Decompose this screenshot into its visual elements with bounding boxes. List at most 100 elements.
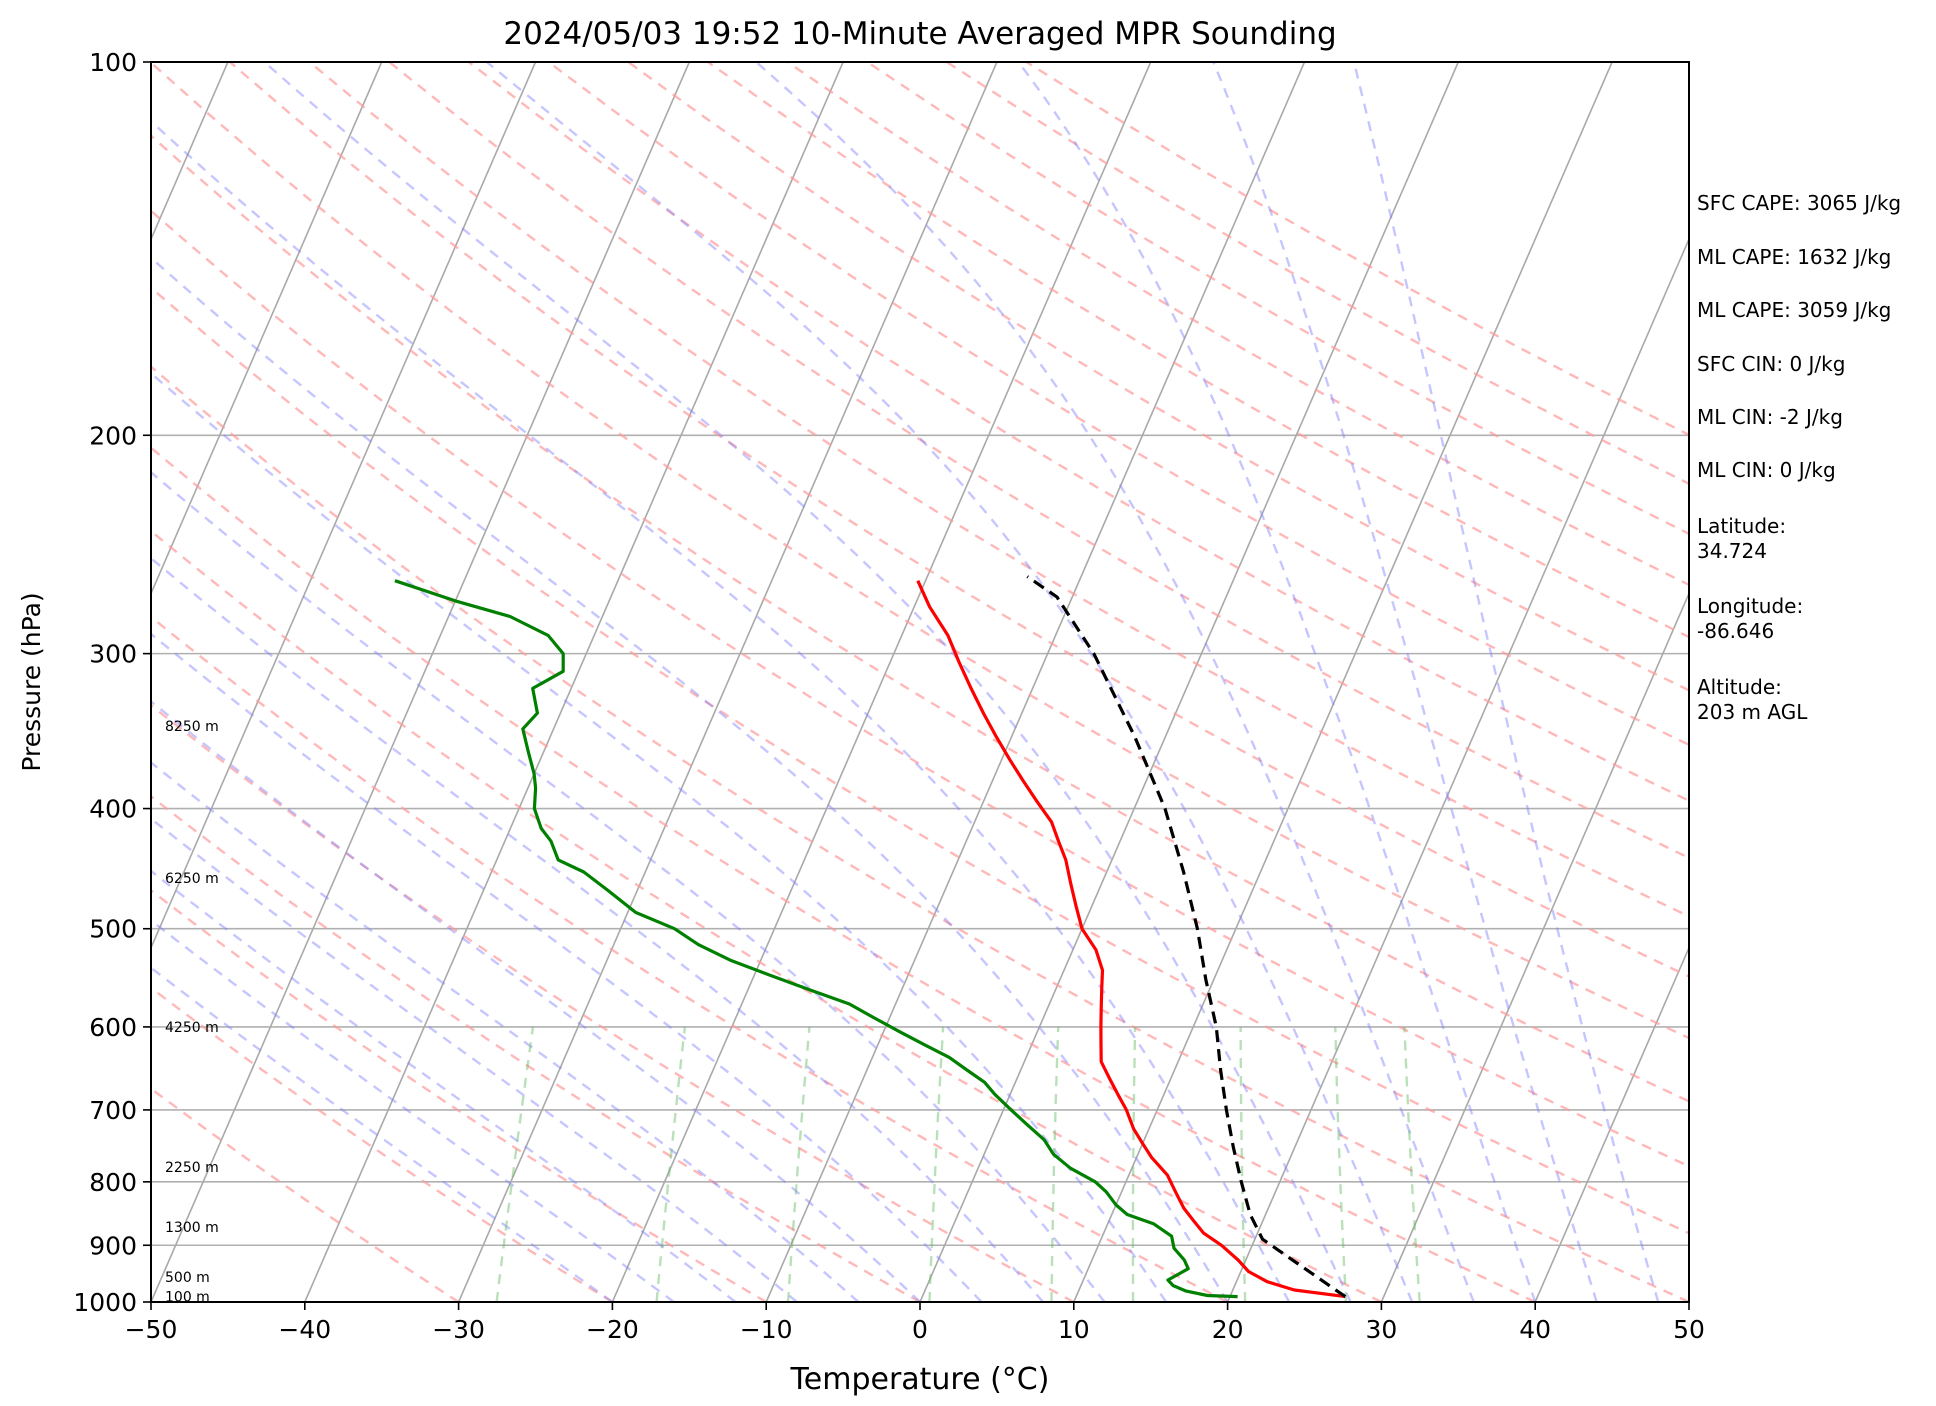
- moist-adiabat-line: [755, 62, 1475, 1302]
- height-label: 100 m: [165, 1290, 210, 1306]
- isotherm-line: [765, 62, 1306, 1302]
- stat-ml-cape: ML CAPE: 1632 J/kg: [1697, 245, 1892, 269]
- moist-adiabat-line: [263, 62, 1352, 1302]
- height-label: 8250 m: [165, 719, 219, 735]
- temperature-profile-line: [916, 580, 1346, 1299]
- isotherm-line: [611, 62, 1152, 1302]
- mixing-ratio-line: [928, 1026, 945, 1302]
- height-label: 500 m: [165, 1270, 210, 1286]
- y-tick-label: 900: [89, 1231, 137, 1260]
- x-tick-label: 0: [912, 1315, 928, 1344]
- stat-ml-cin: ML CIN: -2 J/kg: [1697, 405, 1843, 429]
- isotherm-line: [457, 62, 998, 1302]
- x-axis-label: Temperature (°C): [790, 1362, 1050, 1397]
- isotherm-line: [1534, 945, 1689, 1302]
- height-label: 2250 m: [165, 1160, 219, 1176]
- isotherm-line: [919, 62, 1460, 1302]
- plot-frame: [150, 61, 1690, 1303]
- moist-adiabat-line: [151, 470, 1106, 1302]
- dry-adiabat-line: [151, 134, 1689, 1103]
- x-tick-label: −30: [432, 1315, 485, 1344]
- isotherm-line: [304, 62, 844, 1302]
- moist-adiabat-line: [151, 632, 983, 1302]
- dry-adiabat-line: [151, 615, 1229, 1302]
- dry-adiabat-line: [707, 62, 1689, 639]
- isotherm-line: [1073, 62, 1613, 1302]
- dry-adiabat-line: [229, 62, 1689, 978]
- x-tick-label: −20: [586, 1315, 639, 1344]
- y-tick-label: 300: [89, 640, 137, 669]
- moist-adiabat-line: [151, 119, 1291, 1302]
- mixing-ratio-line: [1403, 1026, 1421, 1302]
- mixing-ratio-line: [1334, 1026, 1348, 1302]
- moist-adiabat-line: [151, 918, 675, 1302]
- y-axis-label: Pressure (hPa): [17, 592, 46, 771]
- dry-adiabat-line: [151, 703, 1075, 1302]
- dry-adiabat-line: [151, 62, 1689, 1040]
- moist-adiabat-line: [151, 966, 614, 1302]
- dry-adiabat-line: [468, 62, 1689, 802]
- x-tick-label: −50: [125, 1315, 178, 1344]
- x-tick-label: −10: [740, 1315, 793, 1344]
- moist-adiabat-line: [151, 371, 1168, 1302]
- parcel-path-line: [1026, 575, 1347, 1298]
- isotherm-line: [151, 62, 537, 950]
- moist-adiabat-line: [151, 556, 1044, 1302]
- moist-adiabat-line: [151, 869, 737, 1302]
- moist-adiabat-line: [151, 760, 860, 1302]
- stat-longitude: Longitude: -86.646: [1697, 594, 1804, 643]
- height-label: 4250 m: [165, 1020, 219, 1036]
- mixing-ratio-line: [786, 1026, 811, 1302]
- moist-adiabat-line: [1212, 62, 1598, 1302]
- moist-adiabat-line: [151, 256, 1229, 1302]
- chart-title: 2024/05/03 19:52 10-Minute Averaged MPR …: [503, 16, 1336, 52]
- dry-adiabat-line: [151, 529, 1382, 1302]
- mixing-ratio-line: [1239, 1026, 1247, 1302]
- dry-adiabat-line: [151, 986, 614, 1302]
- stat-sfc-cape: SFC CAPE: 3065 J/kg: [1697, 191, 1902, 215]
- y-tick-label: 200: [89, 421, 137, 450]
- isotherm-line: [151, 62, 383, 596]
- y-tick-label: 100: [89, 48, 137, 77]
- x-tick-label: −40: [278, 1315, 331, 1344]
- moist-adiabat-line: [1017, 62, 1537, 1302]
- y-tick-label: 600: [89, 1013, 137, 1042]
- isotherm-line: [151, 62, 691, 1302]
- x-tick-label: 30: [1365, 1315, 1397, 1344]
- mixing-ratio-line: [495, 1026, 535, 1302]
- mixing-ratio-line: [1131, 1026, 1137, 1302]
- isotherm-line: [1226, 237, 1689, 1302]
- moist-adiabat-line: [1352, 62, 1660, 1302]
- dry-adiabat-line: [151, 888, 767, 1302]
- height-label: 6250 m: [165, 871, 219, 887]
- mixing-ratio-line: [1050, 1026, 1060, 1302]
- y-tick-label: 800: [89, 1168, 137, 1197]
- dry-adiabat-line: [547, 62, 1689, 747]
- y-tick-label: 400: [89, 795, 137, 824]
- height-label: 1300 m: [165, 1220, 219, 1236]
- stat-ml-cin-2: ML CIN: 0 J/kg: [1697, 458, 1836, 482]
- dewpoint-profile-line: [394, 579, 1238, 1299]
- x-tick-label: 50: [1673, 1315, 1705, 1344]
- mixing-ratio-line: [655, 1026, 687, 1302]
- dry-adiabat-line: [151, 1087, 460, 1302]
- moist-adiabat-line: [151, 699, 921, 1302]
- y-tick-label: 1000: [73, 1288, 137, 1317]
- stat-sfc-cin: SFC CIN: 0 J/kg: [1697, 352, 1846, 376]
- dry-adiabat-line: [151, 365, 1689, 1302]
- y-tick-label: 500: [89, 915, 137, 944]
- dry-adiabat-line: [151, 209, 1689, 1168]
- x-tick-label: 20: [1212, 1315, 1244, 1344]
- dry-adiabat-line: [151, 446, 1536, 1302]
- x-tick-label: 40: [1519, 1315, 1551, 1344]
- stat-ml-cape-2: ML CAPE: 3059 J/kg: [1697, 298, 1892, 322]
- stat-altitude: Altitude: 203 m AGL: [1697, 675, 1808, 724]
- isotherm-line: [1380, 591, 1689, 1302]
- stat-latitude: Latitude: 34.724: [1697, 514, 1787, 563]
- dry-adiabat-line: [308, 62, 1689, 918]
- x-tick-label: 10: [1058, 1315, 1090, 1344]
- y-tick-label: 700: [89, 1096, 137, 1125]
- moist-adiabat-line: [486, 62, 1414, 1302]
- dry-adiabat-line: [151, 286, 1689, 1235]
